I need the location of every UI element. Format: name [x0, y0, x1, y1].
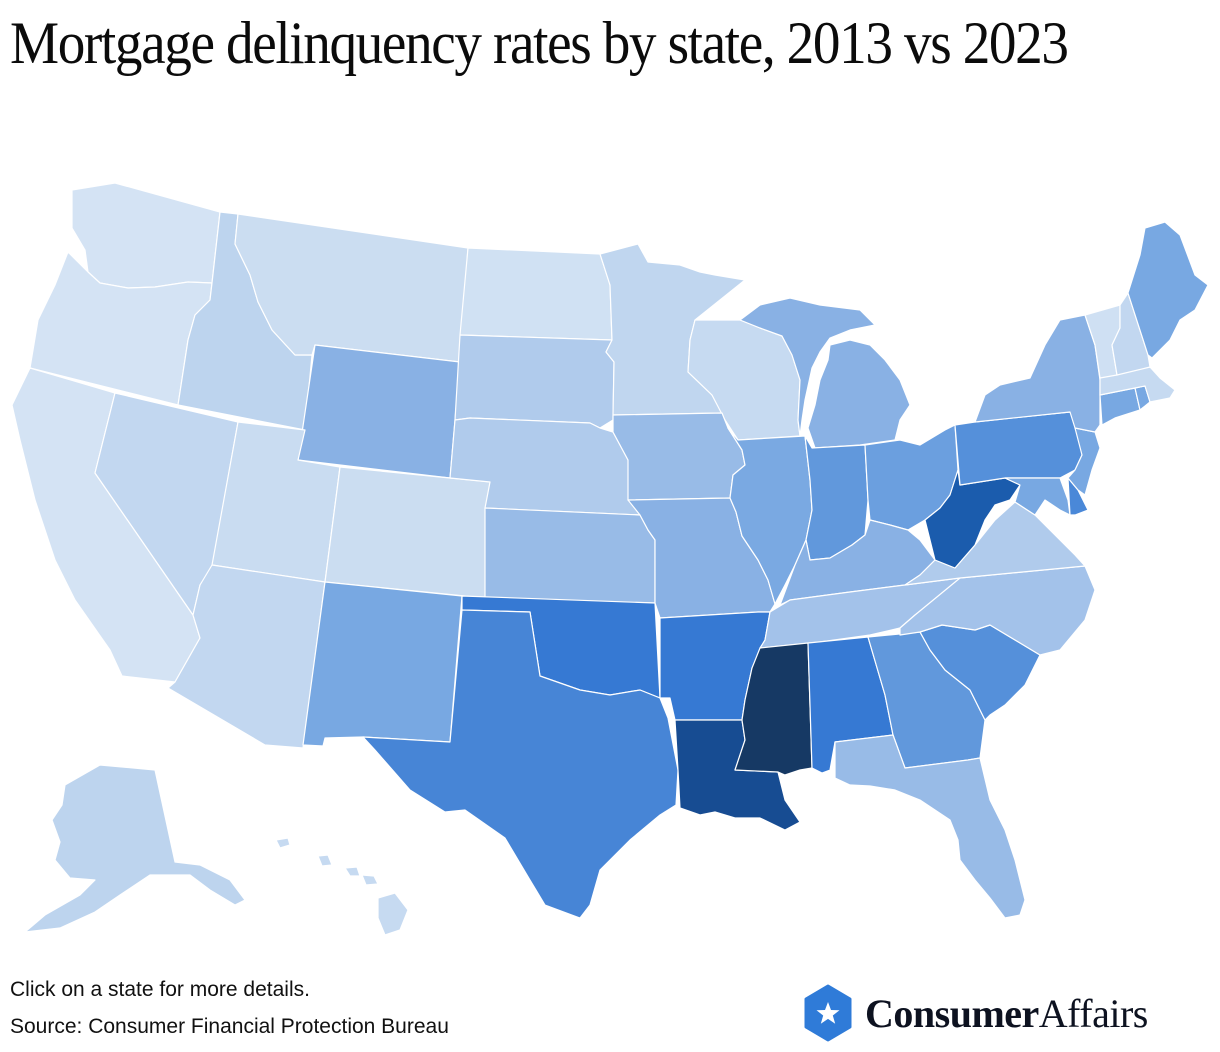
state-WA[interactable]: Washington [71, 182, 221, 289]
state-SD[interactable]: South Dakota [454, 334, 615, 429]
state-WY[interactable]: Wyoming [297, 344, 461, 479]
state-NJ[interactable]: New Jersey [1067, 427, 1101, 496]
state-NY[interactable]: New York [974, 314, 1101, 433]
state-TX[interactable]: Texas [362, 609, 679, 919]
state-MD[interactable]: Maryland [1004, 477, 1071, 516]
state-CO[interactable]: Colorado [324, 466, 493, 599]
state-ME[interactable]: Maine [1127, 221, 1209, 359]
state-PA[interactable]: Pennsylvania [954, 411, 1083, 486]
brand-name-bold: Consumer [865, 990, 1039, 1036]
state-NM[interactable]: New Mexico [302, 581, 463, 747]
consumeraffairs-logo: ConsumerAffairs [803, 983, 1148, 1043]
state-IA[interactable]: Iowa [612, 412, 746, 501]
source-text: Source: Consumer Financial Protection Bu… [10, 1015, 449, 1038]
state-NC[interactable]: North Carolina [899, 565, 1096, 656]
state-AK[interactable]: Alaska [24, 764, 246, 933]
state-MI[interactable]: Michigan [739, 297, 911, 449]
brand-wordmark: ConsumerAffairs [865, 990, 1148, 1037]
star-hexagon-icon [804, 984, 852, 1042]
state-KS[interactable]: Kansas [484, 507, 656, 604]
brand-name-light: Affairs [1038, 990, 1149, 1036]
state-MA[interactable]: Massachusetts [1099, 366, 1176, 403]
us-choropleth-map: Washington Oregon California Idaho Nevad… [0, 170, 1220, 950]
state-FL[interactable]: Florida [834, 734, 1026, 919]
state-ND[interactable]: North Dakota [459, 247, 613, 341]
page-title: Mortgage delinquency rates by state, 201… [10, 10, 1069, 76]
state-HI[interactable]: Hawaii [275, 837, 409, 936]
instruction-text: Click on a state for more details. [10, 978, 310, 1001]
